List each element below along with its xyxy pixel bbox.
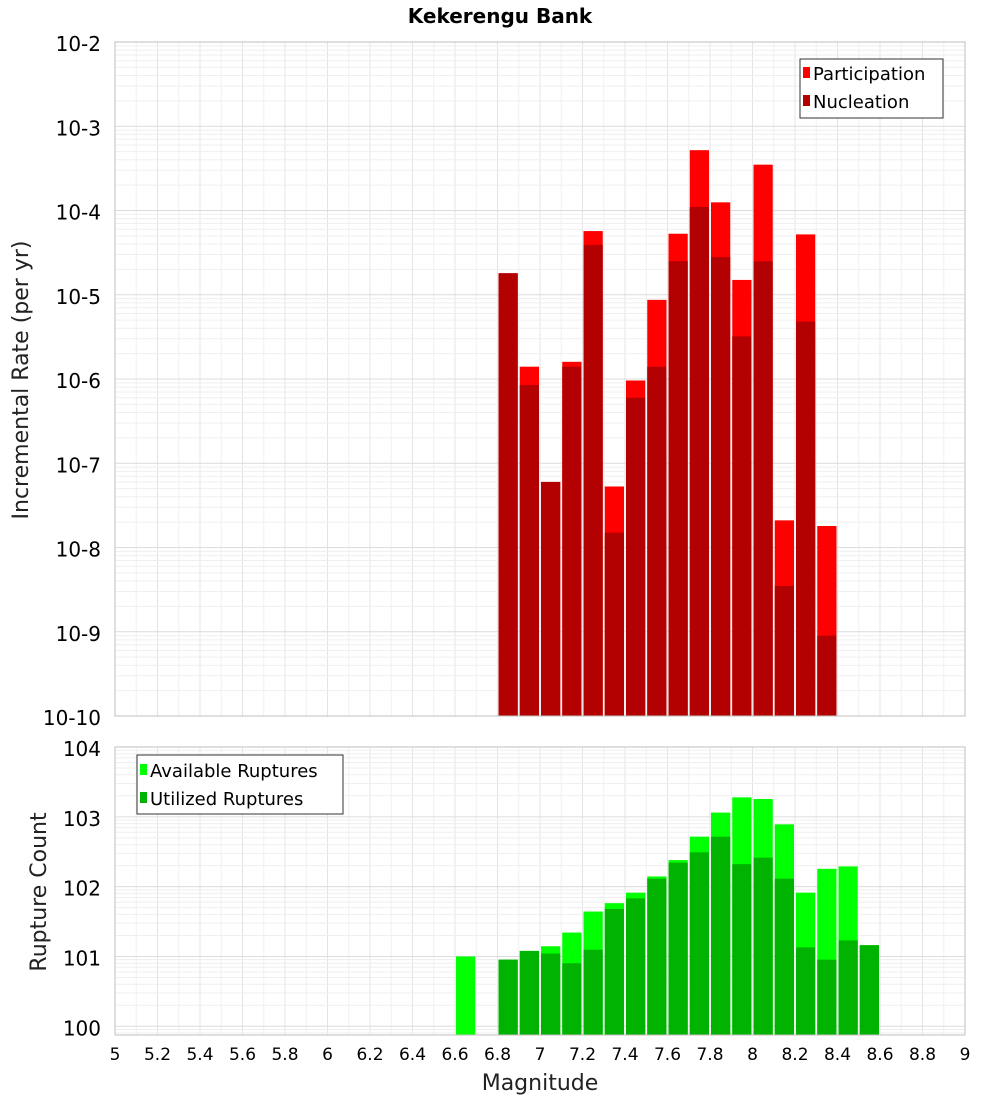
count-utilized-ruptures-bar — [711, 836, 731, 1035]
count-utilized-ruptures-bar — [604, 908, 624, 1035]
top-y-tick-label: 10-3 — [56, 116, 101, 140]
utilized-ruptures-legend-label: Utilized Ruptures — [150, 789, 303, 810]
rate-nucleation-bar — [541, 481, 561, 716]
x-tick-label: 5.8 — [271, 1045, 298, 1065]
top-y-tick-label: 10-9 — [56, 622, 101, 646]
x-axis-label: Magnitude — [482, 1071, 599, 1096]
rate-nucleation-bar — [668, 261, 688, 716]
top-y-tick-labels: 10-10 10-9 10-8 10-7 10-6 10-5 10-4 10-3 10-2 — [43, 32, 101, 730]
nucleation-legend-label: Nucleation — [813, 92, 909, 113]
rate-nucleation-bar — [753, 261, 773, 716]
rate-nucleation-bar — [774, 585, 794, 716]
count-utilized-ruptures-bar — [689, 852, 709, 1035]
top-y-tick-label: 10-2 — [56, 32, 101, 56]
count-utilized-ruptures-bar — [859, 945, 879, 1035]
participation-legend-label: Participation — [813, 64, 925, 85]
bottom-y-tick-labels: 100 101 102 103 104 — [63, 737, 101, 1040]
bottom-y-tick-label: 100 — [63, 1016, 101, 1040]
count-utilized-ruptures-bar — [668, 862, 688, 1035]
x-tick-label: 9 — [960, 1045, 971, 1065]
x-tick-label: 7.6 — [654, 1045, 681, 1065]
rate-nucleation-bar — [817, 635, 837, 716]
rate-nucleation-bar — [689, 207, 709, 716]
top-panel: 10-10 10-9 10-8 10-7 10-6 10-5 10-4 10-3 10-2 In… — [9, 32, 966, 730]
x-tick-label: 5.2 — [144, 1045, 171, 1065]
utilized-ruptures-legend-swatch — [140, 792, 147, 803]
count-utilized-ruptures-bar — [774, 878, 794, 1035]
top-y-tick-label: 10-8 — [56, 538, 101, 562]
top-y-tick-label: 10-5 — [56, 285, 101, 309]
bottom-bars — [456, 797, 879, 1035]
top-y-tick-label: 10-10 — [43, 706, 101, 730]
count-utilized-ruptures-bar — [583, 949, 603, 1035]
bottom-panel: 100 101 102 103 104 5 5.2 5.4 5.6 5.8 6 6.2 6.4 6.6 6… — [27, 737, 970, 1096]
rate-nucleation-bar — [647, 366, 667, 716]
top-y-tick-label: 10-7 — [56, 453, 101, 477]
rate-nucleation-bar — [796, 321, 816, 716]
top-legend-box — [799, 58, 944, 119]
count-available-ruptures-bar — [456, 956, 476, 1035]
count-utilized-ruptures-bar — [498, 959, 518, 1035]
rate-nucleation-bar — [604, 532, 624, 716]
top-y-axis-label: Incremental Rate (per yr) — [9, 241, 34, 520]
x-tick-label: 5.6 — [229, 1045, 256, 1065]
count-utilized-ruptures-bar — [541, 953, 561, 1035]
rate-nucleation-bar — [562, 366, 582, 716]
bottom-plot-frame — [114, 746, 966, 1036]
rate-nucleation-bar — [732, 336, 752, 716]
top-legend: Participation Nucleation — [799, 58, 944, 119]
available-ruptures-legend-label: Available Ruptures — [150, 761, 318, 782]
x-tick-labels: 5 5.2 5.4 5.6 5.8 6 6.2 6.4 6.6 6.8 7 7.2 7.4 7.6 7.8 8… — [110, 1045, 971, 1065]
bottom-legend-box — [136, 754, 344, 815]
x-tick-label: 5 — [110, 1045, 121, 1065]
x-tick-label: 8.4 — [824, 1045, 851, 1065]
x-tick-label: 8.6 — [866, 1045, 893, 1065]
rate-nucleation-bar — [519, 384, 539, 716]
x-tick-label: 8 — [747, 1045, 758, 1065]
x-tick-label: 7.8 — [696, 1045, 723, 1065]
x-tick-label: 6.6 — [441, 1045, 468, 1065]
top-y-tick-label: 10-4 — [56, 201, 101, 225]
top-plot-frame — [114, 41, 966, 717]
x-tick-label: 7.4 — [611, 1045, 638, 1065]
top-grid — [114, 41, 966, 717]
count-utilized-ruptures-bar — [753, 857, 773, 1035]
x-tick-label: 5.4 — [186, 1045, 213, 1065]
rate-nucleation-bar — [711, 257, 731, 716]
rate-nucleation-bar — [626, 397, 646, 716]
participation-legend-swatch — [803, 67, 810, 78]
top-y-tick-label: 10-6 — [56, 369, 101, 393]
chart-title: Kekerengu Bank — [408, 4, 593, 28]
bottom-y-tick-label: 103 — [63, 807, 101, 831]
nucleation-legend-swatch — [803, 95, 810, 106]
bottom-y-tick-label: 102 — [63, 877, 101, 901]
count-utilized-ruptures-bar — [732, 864, 752, 1035]
count-utilized-ruptures-bar — [519, 950, 539, 1035]
count-utilized-ruptures-bar — [626, 898, 646, 1035]
x-tick-label: 8.2 — [781, 1045, 808, 1065]
x-tick-label: 6.8 — [484, 1045, 511, 1065]
available-ruptures-legend-swatch — [140, 764, 147, 775]
bottom-legend: Available Ruptures Utilized Ruptures — [136, 754, 344, 815]
x-tick-label: 7.2 — [569, 1045, 596, 1065]
top-bars — [498, 150, 837, 717]
rate-nucleation-bar — [583, 244, 603, 716]
count-utilized-ruptures-bar — [647, 878, 667, 1035]
count-utilized-ruptures-bar — [838, 940, 858, 1035]
rate-nucleation-bar — [498, 273, 518, 716]
x-tick-label: 7 — [535, 1045, 546, 1065]
count-utilized-ruptures-bar — [796, 947, 816, 1035]
x-tick-label: 6.4 — [399, 1045, 426, 1065]
bottom-y-tick-label: 101 — [63, 946, 101, 970]
x-tick-label: 8.8 — [909, 1045, 936, 1065]
count-utilized-ruptures-bar — [562, 963, 582, 1035]
bottom-y-tick-label: 104 — [63, 737, 101, 761]
x-tick-label: 6 — [322, 1045, 333, 1065]
bottom-y-axis-label: Rupture Count — [27, 812, 52, 972]
count-utilized-ruptures-bar — [817, 959, 837, 1035]
x-tick-label: 6.2 — [356, 1045, 383, 1065]
